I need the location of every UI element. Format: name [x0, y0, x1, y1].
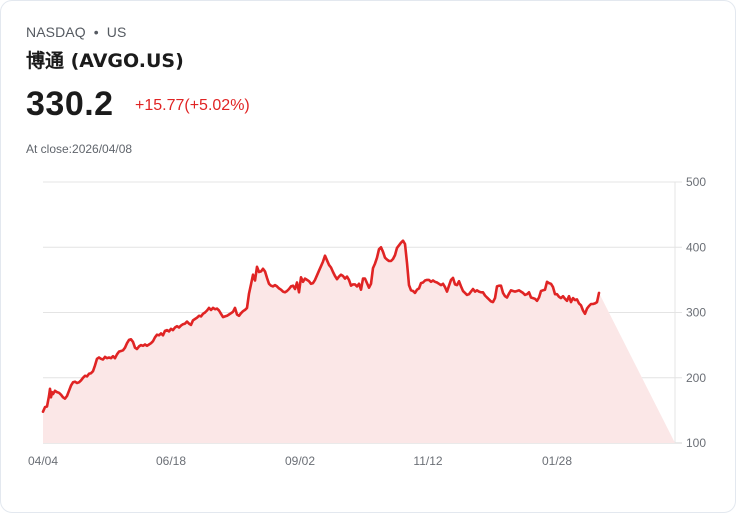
- x-tick-label: 11/12: [413, 454, 442, 468]
- price-area-fill: [43, 240, 675, 443]
- x-tick-label: 09/02: [285, 454, 315, 468]
- exchange-name: NASDAQ: [26, 24, 86, 40]
- stock-name: 博通 (AVGO.US): [26, 50, 184, 72]
- price-change: +15.77(+5.02%): [135, 97, 250, 114]
- x-tick-label: 04/04: [28, 454, 58, 468]
- y-tick-label: 100: [686, 436, 706, 450]
- y-axis-labels: 500 400 300 200 100: [686, 175, 706, 450]
- close-time: At close:2026/04/08: [26, 142, 133, 156]
- y-tick-label: 400: [686, 240, 706, 254]
- x-tick-label: 06/18: [156, 454, 186, 468]
- price-line[interactable]: [41, 239, 601, 413]
- region-name: US: [106, 24, 127, 40]
- y-tick-label: 500: [686, 175, 706, 189]
- y-tick-label: 200: [686, 371, 706, 385]
- stock-price: 330.2: [26, 85, 114, 123]
- exchange-label: NASDAQ • US: [26, 24, 126, 40]
- y-tick-label: 300: [686, 306, 706, 320]
- x-tick-label: 01/28: [542, 454, 572, 468]
- x-axis-labels: 04/04 06/18 09/02 11/12 01/28: [28, 454, 572, 468]
- separator-dot: •: [93, 24, 99, 40]
